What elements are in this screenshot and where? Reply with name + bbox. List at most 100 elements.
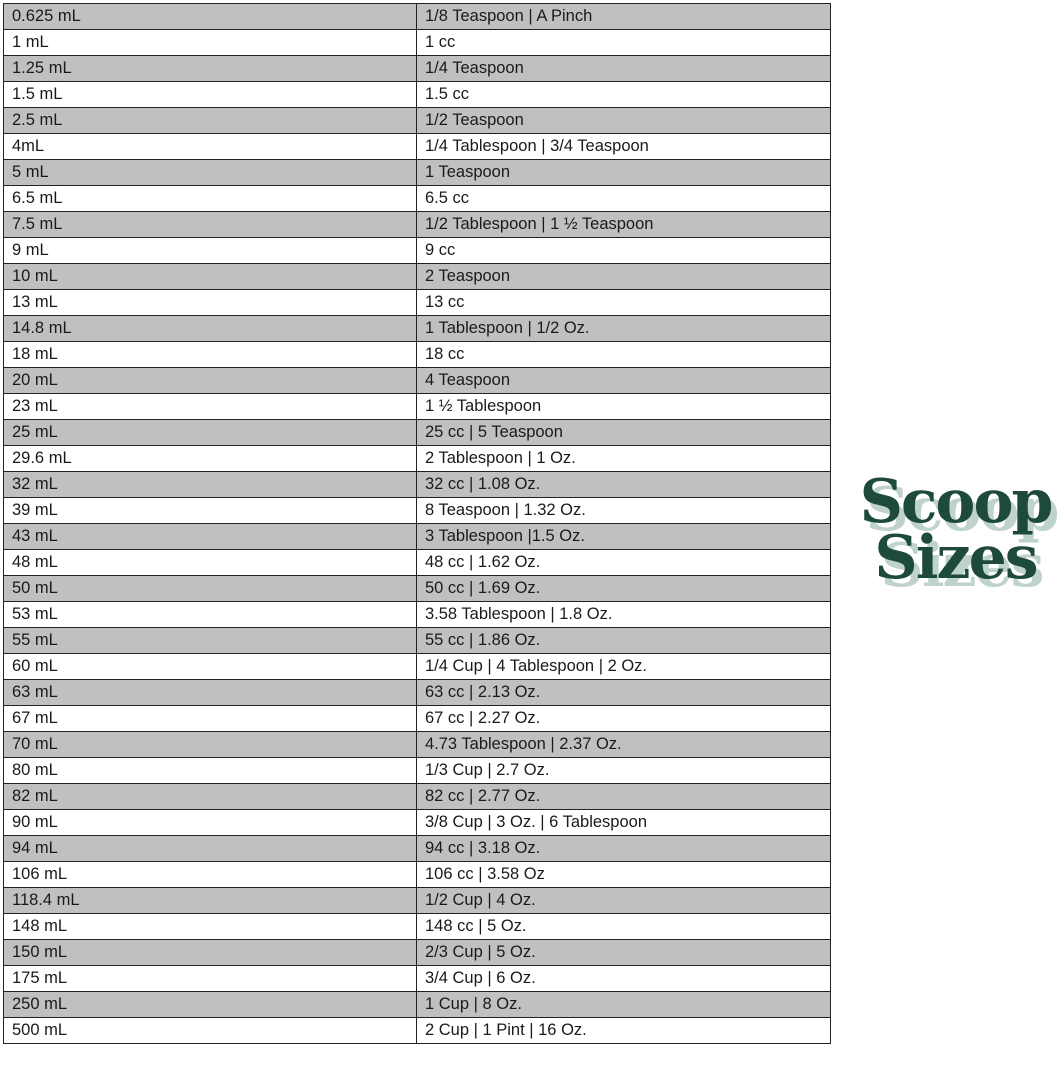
metric-volume-cell: 7.5 mL xyxy=(3,211,417,238)
equivalent-cell: 3.58 Tablespoon | 1.8 Oz. xyxy=(416,601,831,628)
equivalent-cell: 2 Teaspoon xyxy=(416,263,831,290)
metric-volume-cell: 67 mL xyxy=(3,705,417,732)
table-row: 48 mL 48 cc | 1.62 Oz. xyxy=(3,549,831,576)
equivalent-cell: 1/2 Teaspoon xyxy=(416,107,831,134)
metric-volume-cell: 14.8 mL xyxy=(3,315,417,342)
equivalent-cell: 1/4 Cup | 4 Tablespoon | 2 Oz. xyxy=(416,653,831,680)
metric-volume-cell: 150 mL xyxy=(3,939,417,966)
metric-volume-cell: 50 mL xyxy=(3,575,417,602)
equivalent-cell: 148 cc | 5 Oz. xyxy=(416,913,831,940)
metric-volume-cell: 250 mL xyxy=(3,991,417,1018)
table-row: 63 mL 63 cc | 2.13 Oz. xyxy=(3,679,831,706)
metric-volume-cell: 106 mL xyxy=(3,861,417,888)
metric-volume-cell: 1 mL xyxy=(3,29,417,56)
metric-volume-cell: 6.5 mL xyxy=(3,185,417,212)
equivalent-cell: 13 cc xyxy=(416,289,831,316)
scoop-size-table: 0.625 mL 1/8 Teaspoon | A Pinch 1 mL 1 cc 1.… xyxy=(3,3,831,1044)
metric-volume-cell: 48 mL xyxy=(3,549,417,576)
metric-volume-cell: 43 mL xyxy=(3,523,417,550)
metric-volume-cell: 63 mL xyxy=(3,679,417,706)
table-row: 0.625 mL 1/8 Teaspoon | A Pinch xyxy=(3,3,831,30)
table-row: 150 mL 2/3 Cup | 5 Oz. xyxy=(3,939,831,966)
metric-volume-cell: 80 mL xyxy=(3,757,417,784)
table-row: 43 mL 3 Tablespoon |1.5 Oz. xyxy=(3,523,831,550)
equivalent-cell: 3 Tablespoon |1.5 Oz. xyxy=(416,523,831,550)
equivalent-cell: 106 cc | 3.58 Oz xyxy=(416,861,831,888)
metric-volume-cell: 23 mL xyxy=(3,393,417,420)
equivalent-cell: 1/4 Tablespoon | 3/4 Teaspoon xyxy=(416,133,831,160)
table-row: 1.25 mL 1/4 Teaspoon xyxy=(3,55,831,82)
equivalent-cell: 1 ½ Tablespoon xyxy=(416,393,831,420)
equivalent-cell: 8 Teaspoon | 1.32 Oz. xyxy=(416,497,831,524)
table-row: 250 mL 1 Cup | 8 Oz. xyxy=(3,991,831,1018)
table-row: 175 mL 3/4 Cup | 6 Oz. xyxy=(3,965,831,992)
equivalent-cell: 1 Teaspoon xyxy=(416,159,831,186)
metric-volume-cell: 0.625 mL xyxy=(3,3,417,30)
equivalent-cell: 1 cc xyxy=(416,29,831,56)
table-row: 6.5 mL 6.5 cc xyxy=(3,185,831,212)
metric-volume-cell: 94 mL xyxy=(3,835,417,862)
table-row: 90 mL 3/8 Cup | 3 Oz. | 6 Tablespoon xyxy=(3,809,831,836)
equivalent-cell: 32 cc | 1.08 Oz. xyxy=(416,471,831,498)
table-row: 23 mL 1 ½ Tablespoon xyxy=(3,393,831,420)
metric-volume-cell: 32 mL xyxy=(3,471,417,498)
equivalent-cell: 6.5 cc xyxy=(416,185,831,212)
metric-volume-cell: 82 mL xyxy=(3,783,417,810)
equivalent-cell: 1/2 Tablespoon | 1 ½ Teaspoon xyxy=(416,211,831,238)
metric-volume-cell: 90 mL xyxy=(3,809,417,836)
equivalent-cell: 2 Cup | 1 Pint | 16 Oz. xyxy=(416,1017,831,1044)
table-row: 10 mL 2 Teaspoon xyxy=(3,263,831,290)
metric-volume-cell: 20 mL xyxy=(3,367,417,394)
table-row: 50 mL 50 cc | 1.69 Oz. xyxy=(3,575,831,602)
metric-volume-cell: 148 mL xyxy=(3,913,417,940)
table-row: 7.5 mL 1/2 Tablespoon | 1 ½ Teaspoon xyxy=(3,211,831,238)
equivalent-cell: 55 cc | 1.86 Oz. xyxy=(416,627,831,654)
metric-volume-cell: 70 mL xyxy=(3,731,417,758)
table-row: 9 mL 9 cc xyxy=(3,237,831,264)
table-row: 106 mL 106 cc | 3.58 Oz xyxy=(3,861,831,888)
table-row: 148 mL 148 cc | 5 Oz. xyxy=(3,913,831,940)
table-row: 4mL 1/4 Tablespoon | 3/4 Teaspoon xyxy=(3,133,831,160)
equivalent-cell: 1/4 Teaspoon xyxy=(416,55,831,82)
metric-volume-cell: 53 mL xyxy=(3,601,417,628)
table-row: 18 mL 18 cc xyxy=(3,341,831,368)
metric-volume-cell: 29.6 mL xyxy=(3,445,417,472)
metric-volume-cell: 18 mL xyxy=(3,341,417,368)
equivalent-cell: 48 cc | 1.62 Oz. xyxy=(416,549,831,576)
equivalent-cell: 1/8 Teaspoon | A Pinch xyxy=(416,3,831,30)
metric-volume-cell: 10 mL xyxy=(3,263,417,290)
table-row: 39 mL 8 Teaspoon | 1.32 Oz. xyxy=(3,497,831,524)
equivalent-cell: 67 cc | 2.27 Oz. xyxy=(416,705,831,732)
equivalent-cell: 18 cc xyxy=(416,341,831,368)
table-row: 20 mL 4 Teaspoon xyxy=(3,367,831,394)
scoop-sizes-logo: Scoop Sizes xyxy=(848,472,1063,593)
table-row: 53 mL 3.58 Tablespoon | 1.8 Oz. xyxy=(3,601,831,628)
table-row: 60 mL 1/4 Cup | 4 Tablespoon | 2 Oz. xyxy=(3,653,831,680)
metric-volume-cell: 13 mL xyxy=(3,289,417,316)
table-row: 32 mL 32 cc | 1.08 Oz. xyxy=(3,471,831,498)
equivalent-cell: 50 cc | 1.69 Oz. xyxy=(416,575,831,602)
equivalent-cell: 4 Teaspoon xyxy=(416,367,831,394)
table-row: 80 mL 1/3 Cup | 2.7 Oz. xyxy=(3,757,831,784)
equivalent-cell: 3/4 Cup | 6 Oz. xyxy=(416,965,831,992)
logo-line-2: Sizes xyxy=(874,523,1038,593)
equivalent-cell: 25 cc | 5 Teaspoon xyxy=(416,419,831,446)
table-row: 2.5 mL 1/2 Teaspoon xyxy=(3,107,831,134)
equivalent-cell: 2 Tablespoon | 1 Oz. xyxy=(416,445,831,472)
table-row: 82 mL 82 cc | 2.77 Oz. xyxy=(3,783,831,810)
metric-volume-cell: 55 mL xyxy=(3,627,417,654)
metric-volume-cell: 118.4 mL xyxy=(3,887,417,914)
equivalent-cell: 1/2 Cup | 4 Oz. xyxy=(416,887,831,914)
metric-volume-cell: 60 mL xyxy=(3,653,417,680)
table-row: 13 mL 13 cc xyxy=(3,289,831,316)
metric-volume-cell: 25 mL xyxy=(3,419,417,446)
equivalent-cell: 1 Tablespoon | 1/2 Oz. xyxy=(416,315,831,342)
table-row: 94 mL 94 cc | 3.18 Oz. xyxy=(3,835,831,862)
metric-volume-cell: 2.5 mL xyxy=(3,107,417,134)
metric-volume-cell: 1.25 mL xyxy=(3,55,417,82)
metric-volume-cell: 4mL xyxy=(3,133,417,160)
table-row: 1.5 mL 1.5 cc xyxy=(3,81,831,108)
table-row: 29.6 mL 2 Tablespoon | 1 Oz. xyxy=(3,445,831,472)
equivalent-cell: 4.73 Tablespoon | 2.37 Oz. xyxy=(416,731,831,758)
metric-volume-cell: 39 mL xyxy=(3,497,417,524)
